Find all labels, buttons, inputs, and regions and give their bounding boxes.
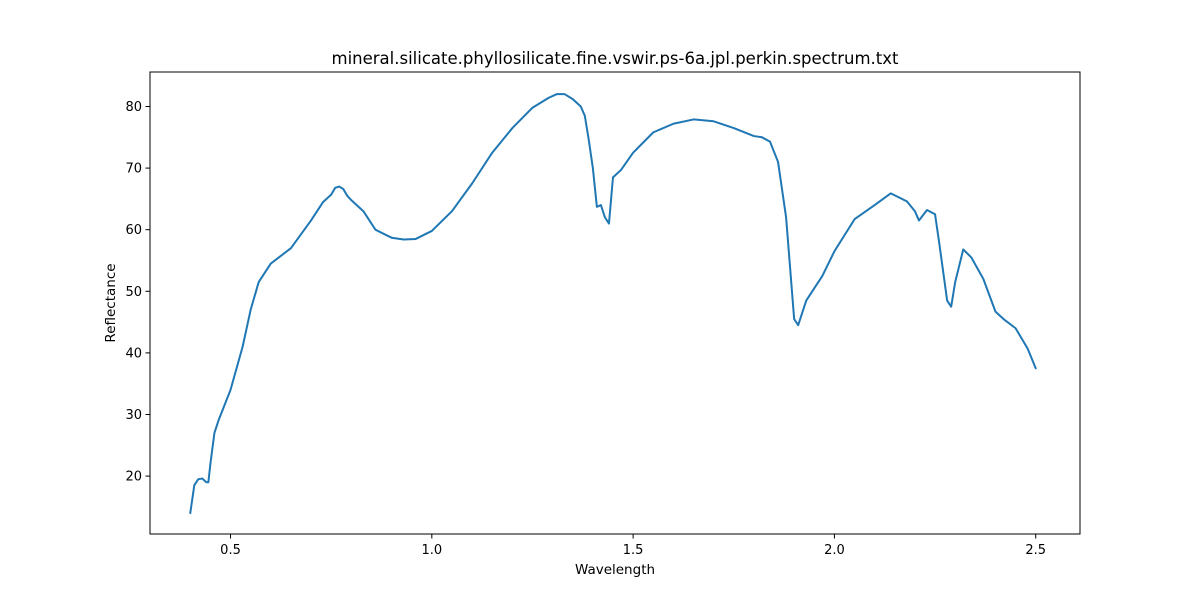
y-tick-label: 40 bbox=[125, 346, 142, 361]
chart-title: mineral.silicate.phyllosilicate.fine.vsw… bbox=[332, 49, 900, 68]
ticks-layer: 0.5 1.0 1.5 2.0 2.5 20 30 40 50 60 70 80 bbox=[125, 100, 1046, 558]
y-tick-label: 60 bbox=[125, 223, 142, 238]
x-tick-label: 0.5 bbox=[220, 543, 241, 558]
y-tick-label: 30 bbox=[125, 408, 142, 423]
y-tick-label: 70 bbox=[125, 162, 142, 177]
x-tick-label: 2.5 bbox=[1025, 543, 1046, 558]
reflectance-series-line bbox=[189, 93, 1037, 515]
series-layer bbox=[189, 93, 1037, 515]
y-tick-label: 20 bbox=[125, 470, 142, 485]
x-tick-label: 2.0 bbox=[824, 543, 845, 558]
x-tick-label: 1.0 bbox=[421, 543, 442, 558]
x-tick-label: 1.5 bbox=[623, 543, 644, 558]
y-tick-label: 80 bbox=[125, 100, 142, 115]
plot-frame bbox=[149, 71, 1081, 535]
x-axis-label: Wavelength bbox=[575, 562, 655, 578]
y-tick-label: 50 bbox=[125, 285, 142, 300]
y-axis-label: Reflectance bbox=[103, 263, 119, 342]
